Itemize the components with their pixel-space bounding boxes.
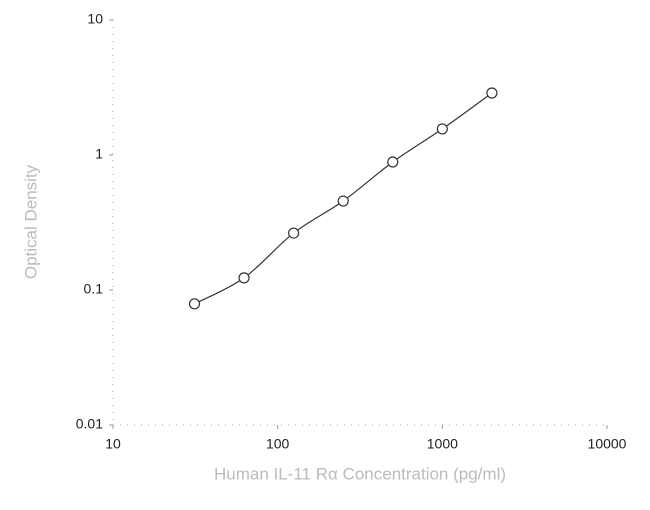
x-tick-label: 100 xyxy=(266,436,290,452)
y-axis-title: Optical Density xyxy=(21,164,40,279)
y-tick-label: 1 xyxy=(95,146,103,162)
y-tick-label: 0.1 xyxy=(84,281,104,297)
y-tick-label: 10 xyxy=(87,11,103,27)
data-point xyxy=(486,87,498,99)
data-point xyxy=(436,123,448,135)
x-tick-label: 10000 xyxy=(588,436,627,452)
data-point xyxy=(188,298,201,310)
x-axis-title: Human IL-11 Rα Concentration (pg/ml) xyxy=(214,464,506,483)
data-point xyxy=(288,227,300,239)
data-point xyxy=(387,156,399,168)
data-point xyxy=(238,272,250,284)
data-point xyxy=(337,195,349,207)
y-tick-label: 0.01 xyxy=(76,416,103,432)
x-tick-label: 10 xyxy=(105,436,121,452)
x-tick-label: 1000 xyxy=(427,436,458,452)
